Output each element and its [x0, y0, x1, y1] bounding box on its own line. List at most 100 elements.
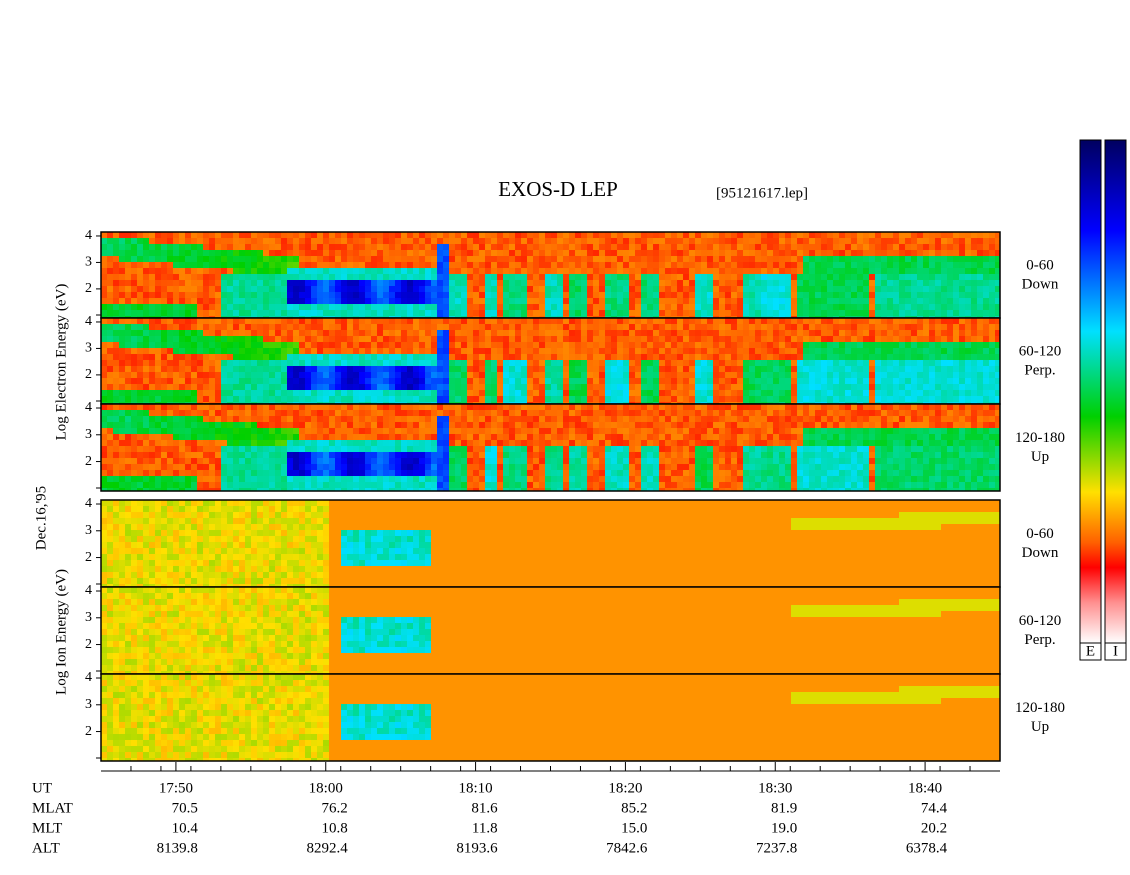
- spectrogram-cell: [125, 446, 131, 452]
- spectrogram-cell: [647, 348, 653, 354]
- spectrogram-cell: [485, 348, 491, 354]
- spectrogram-cell: [671, 268, 677, 274]
- spectrogram-cell: [599, 318, 605, 324]
- spectrogram-cell: [287, 378, 293, 384]
- spectrogram-cell: [755, 342, 761, 348]
- spectrogram-cell: [887, 336, 893, 342]
- spectrogram-cell: [311, 390, 317, 396]
- spectrogram-cell: [389, 268, 395, 274]
- spectrogram-cell: [497, 256, 503, 262]
- spectrogram-cell: [245, 342, 251, 348]
- spectrogram-cell: [287, 396, 293, 402]
- spectrogram-cell: [155, 440, 161, 446]
- spectrogram-cell: [935, 378, 941, 384]
- spectrogram-cell: [401, 396, 407, 402]
- spectrogram-cell: [107, 482, 113, 488]
- spectrogram-cell: [131, 470, 137, 476]
- spectrogram-cell: [455, 378, 461, 384]
- spectrogram-cell: [881, 384, 887, 390]
- spectrogram-cell: [131, 396, 137, 402]
- spectrogram-cell: [143, 428, 149, 434]
- spectrogram-cell: [197, 324, 203, 330]
- spectrogram-cell: [551, 390, 557, 396]
- spectrogram-cell: [887, 348, 893, 354]
- spectrogram-cell: [353, 324, 359, 330]
- spectrogram-cell: [143, 402, 149, 404]
- spectrogram-cell: [137, 360, 143, 366]
- spectrogram-cell: [149, 476, 155, 482]
- spectrogram-cell: [263, 402, 269, 404]
- spectrogram-cell: [131, 274, 137, 280]
- spectrogram-cell: [695, 318, 701, 324]
- spectrogram-cell: [875, 330, 881, 336]
- spectrogram-cell: [329, 318, 335, 324]
- spectrogram-cell: [905, 402, 911, 404]
- spectrogram-cell: [263, 250, 269, 256]
- spectrogram-cell: [887, 372, 893, 378]
- spectrogram-cell: [953, 238, 959, 244]
- spectrogram-cell: [365, 318, 371, 324]
- spectrogram-cell: [131, 310, 137, 316]
- spectrogram-cell: [473, 304, 479, 310]
- spectrogram-cell: [353, 316, 359, 318]
- spectrogram-cell: [353, 396, 359, 402]
- spectrogram-cell: [575, 298, 581, 304]
- spectrogram-cell: [791, 354, 797, 360]
- spectrogram-cell: [545, 286, 551, 292]
- spectrogram-cell: [659, 250, 665, 256]
- spectrogram-cell: [665, 280, 671, 286]
- spectrogram-cell: [599, 262, 605, 268]
- spectrogram-cell: [419, 238, 425, 244]
- spectrogram-cell: [971, 336, 977, 342]
- spectrogram-cell: [161, 256, 167, 262]
- spectrogram-cell: [239, 292, 245, 298]
- spectrogram-cell: [479, 390, 485, 396]
- spectrogram-cell: [485, 244, 491, 250]
- spectrogram-cell: [773, 372, 779, 378]
- spectrogram-cell: [479, 292, 485, 298]
- spectrogram-cell: [185, 280, 191, 286]
- spectrogram-cell: [179, 402, 185, 404]
- spectrogram-cell: [845, 268, 851, 274]
- spectrogram-cell: [749, 372, 755, 378]
- spectrogram-cell: [905, 274, 911, 280]
- spectrogram-cell: [647, 384, 653, 390]
- spectrogram-cell: [227, 256, 233, 262]
- spectrogram-cell: [845, 292, 851, 298]
- spectrogram-cell: [557, 366, 563, 372]
- spectrogram-cell: [275, 452, 281, 458]
- spectrogram-cell: [101, 268, 107, 274]
- spectrogram-cell: [701, 336, 707, 342]
- spectrogram-cell: [581, 256, 587, 262]
- spectrogram-cell: [731, 378, 737, 384]
- spectrogram-cell: [761, 402, 767, 404]
- spectrogram-cell: [473, 286, 479, 292]
- spectrogram-cell: [347, 316, 353, 318]
- spectrogram-cell: [941, 262, 947, 268]
- spectrogram-cell: [443, 280, 449, 286]
- spectrogram-cell: [323, 330, 329, 336]
- spectrogram-cell: [257, 354, 263, 360]
- spectrogram-cell: [467, 324, 473, 330]
- spectrogram-cell: [203, 402, 209, 404]
- spectrogram-cell: [311, 354, 317, 360]
- spectrogram-cell: [623, 304, 629, 310]
- spectrogram-cell: [119, 304, 125, 310]
- spectrogram-cell: [455, 256, 461, 262]
- spectrogram-cell: [215, 446, 221, 452]
- spectrogram-cell: [971, 372, 977, 378]
- spectrogram-cell: [641, 330, 647, 336]
- spectrogram-cell: [251, 378, 257, 384]
- spectrogram-cell: [161, 440, 167, 446]
- spectrogram-cell: [281, 422, 287, 428]
- spectrogram-cell: [401, 262, 407, 268]
- spectrogram-cell: [983, 384, 989, 390]
- spectrogram-cell: [533, 256, 539, 262]
- spectrogram-cell: [113, 378, 119, 384]
- spectrogram-cell: [833, 274, 839, 280]
- spectrogram-cell: [887, 402, 893, 404]
- spectrogram-cell: [839, 268, 845, 274]
- spectrogram-cell: [479, 378, 485, 384]
- spectrogram-cell: [449, 318, 455, 324]
- spectrogram-cell: [821, 342, 827, 348]
